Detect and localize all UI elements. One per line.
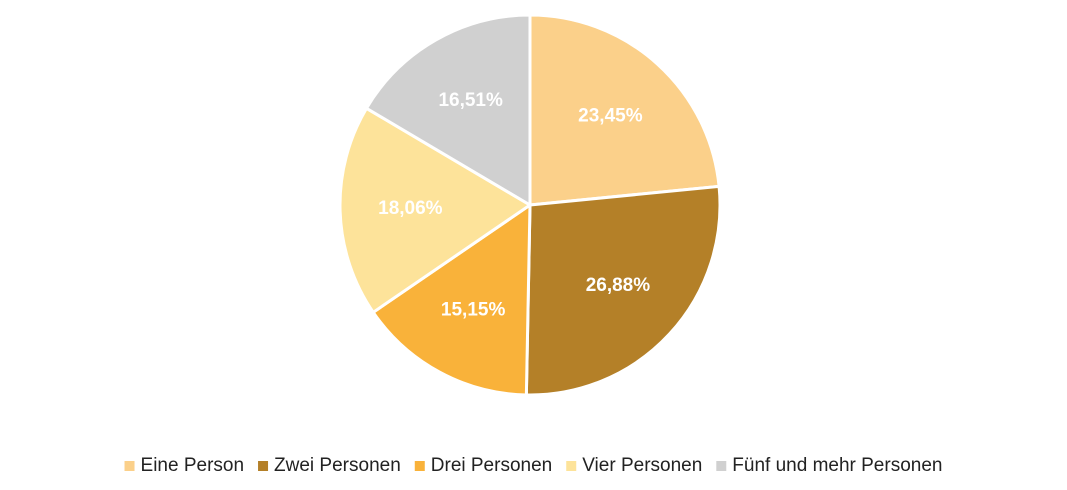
slice-label: 18,06%	[378, 198, 443, 219]
pie-slice	[524, 184, 722, 397]
legend-label: Vier Personen	[582, 455, 702, 476]
legend-swatch	[124, 461, 135, 471]
slice-label: 23,45%	[578, 105, 643, 126]
slice-label: 15,15%	[441, 299, 506, 320]
pie-slice	[338, 106, 533, 315]
pie-slice	[371, 202, 532, 397]
legend-label: Eine Person	[141, 455, 245, 476]
slice-label: 26,88%	[586, 275, 651, 296]
pie-slice	[528, 13, 721, 207]
legend-label: Drei Personen	[431, 455, 552, 476]
legend-swatch	[258, 461, 269, 471]
slice-label: 16,51%	[438, 90, 503, 111]
legend-label: Fünf und mehr Personen	[732, 455, 942, 476]
pie-slice	[364, 13, 532, 208]
legend-swatch	[716, 461, 727, 471]
legend-label: Zwei Personen	[274, 455, 401, 476]
legend: Eine Person Zwei Personen Drei Personen Vie…	[124, 455, 942, 476]
legend-swatch	[566, 461, 577, 471]
legend-swatch	[414, 461, 425, 471]
